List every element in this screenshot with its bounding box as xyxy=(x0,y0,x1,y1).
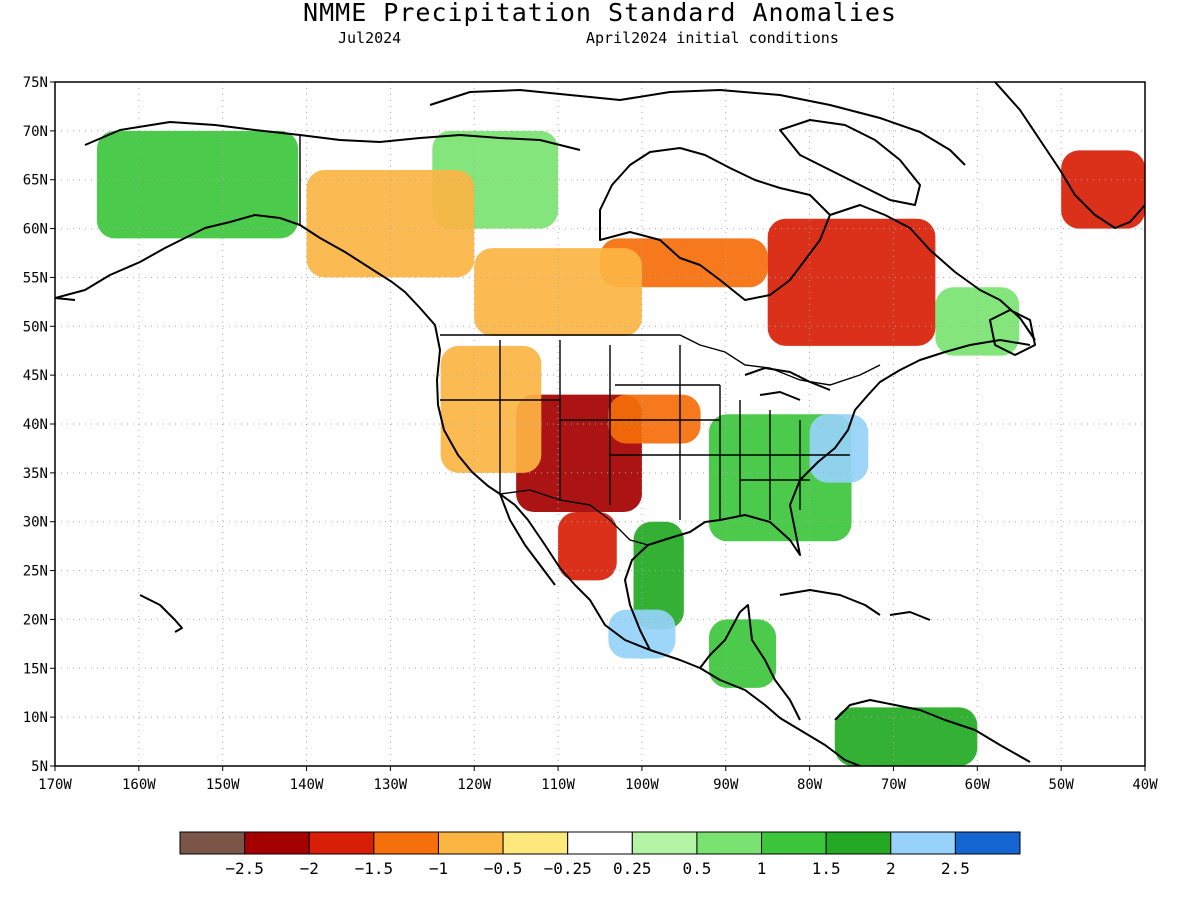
coastline-cuba xyxy=(779,589,881,616)
plot-area xyxy=(55,82,1145,766)
lon-tick-label: 80W xyxy=(797,777,823,793)
colorbar-label: −2 xyxy=(300,859,319,878)
lon-tick-label: 70W xyxy=(881,777,907,793)
colorbar-swatch xyxy=(567,831,633,855)
lat-tick-label: 55N xyxy=(23,270,48,286)
coastline-south-america xyxy=(834,699,1031,763)
anomaly-region-5 xyxy=(767,218,936,346)
colorbar-label: −1 xyxy=(429,859,448,878)
colorbar-label: −2.5 xyxy=(225,859,264,878)
colorbar-label: 0.5 xyxy=(682,859,711,878)
colorbar-swatch xyxy=(890,831,956,855)
colorbar-labels: −2.5 −2 −1.5 −1 −0.5 −0.25 0.25 0.5 1 1.5 2 2.5 xyxy=(225,859,969,878)
lon-tick-label: 100W xyxy=(625,777,659,793)
lat-tick-label: 5N xyxy=(31,759,48,775)
coastline-greenland xyxy=(994,82,1145,229)
lon-tick-label: 110W xyxy=(541,777,575,793)
anomaly-region-2 xyxy=(440,345,542,473)
lon-tick-label: 120W xyxy=(457,777,491,793)
lat-tick-label: 35N xyxy=(23,466,48,482)
target-month-label: Jul2024 xyxy=(338,29,402,47)
anomaly-region-1 xyxy=(608,394,701,444)
colorbar-label: 2 xyxy=(886,859,896,878)
colorbar-swatch xyxy=(244,831,310,855)
lat-tick-label: 10N xyxy=(23,710,48,726)
colorbar-swatch xyxy=(179,831,246,855)
colorbar-swatch xyxy=(308,831,375,855)
coastline-central-america xyxy=(699,604,801,721)
colorbar-label: −0.5 xyxy=(484,859,523,878)
coastline-baja xyxy=(499,493,556,586)
anomaly-region-13 xyxy=(96,130,299,239)
colorbar-label: 2.5 xyxy=(941,859,970,878)
coastline-arctic-1 xyxy=(84,121,581,151)
colorbar-swatch xyxy=(761,831,827,855)
anomaly-region-17 xyxy=(935,287,1020,356)
us-canada-border xyxy=(440,334,881,386)
coastline-layer xyxy=(55,82,1145,766)
us-mexico-border xyxy=(499,489,649,546)
anomaly-region-12 xyxy=(834,707,978,766)
political-border-layer xyxy=(299,135,881,546)
coastline-great-lakes xyxy=(744,367,831,401)
axis-tick-layer xyxy=(50,81,1146,771)
coastline-baffin xyxy=(779,119,921,206)
lat-tick-label: 65N xyxy=(23,173,48,189)
colorbar-label: 0.25 xyxy=(613,859,652,878)
us-state-lines xyxy=(440,340,850,520)
colorbar-label: −0.25 xyxy=(544,859,592,878)
lon-tick-label: 150W xyxy=(206,777,240,793)
lon-tick-label: 40W xyxy=(1132,777,1158,793)
anomaly-region-9 xyxy=(633,521,684,630)
lon-tick-label: 60W xyxy=(965,777,991,793)
coastline-arctic-islands xyxy=(429,89,966,166)
map-title: NMME Precipitation Standard Anomalies xyxy=(303,0,897,27)
lon-tick-label: 170W xyxy=(38,777,72,793)
lat-tick-label: 30N xyxy=(23,515,48,531)
lon-tick-label: 160W xyxy=(122,777,156,793)
anomaly-region-3 xyxy=(558,511,617,581)
initial-conditions-label: April2024 initial conditions xyxy=(586,29,839,47)
colorbar-label: 1.5 xyxy=(812,859,841,878)
anomaly-region-11 xyxy=(709,619,777,688)
lon-tick-label: 50W xyxy=(1049,777,1075,793)
lat-tick-label: 25N xyxy=(23,564,48,580)
colorbar-swatch xyxy=(696,831,763,855)
colorbar-label: 1 xyxy=(757,859,767,878)
lat-tick-label: 75N xyxy=(23,75,48,91)
anomaly-region-8 xyxy=(809,414,869,483)
colorbar-swatch xyxy=(631,831,698,855)
coastline-gulf-east xyxy=(624,339,1031,651)
colorbar-swatch xyxy=(954,831,1021,855)
coastline-aleutians xyxy=(55,297,183,633)
colorbar-label: −1.5 xyxy=(355,859,394,878)
colorbar-swatch xyxy=(502,831,569,855)
lat-tick-label: 15N xyxy=(23,661,48,677)
anomaly-region-6 xyxy=(1061,150,1145,229)
latitude-labels: 75N 70N 65N 60N 55N 50N 45N 40N 35N 30N 25N 20N 15N 1… xyxy=(23,75,48,775)
colorbar xyxy=(179,831,1021,855)
coastline-north-america xyxy=(55,214,861,766)
colorbar-swatch xyxy=(437,831,504,855)
lon-tick-label: 90W xyxy=(713,777,739,793)
lat-tick-label: 20N xyxy=(23,612,48,628)
lat-tick-label: 40N xyxy=(23,417,48,433)
colorbar-swatch xyxy=(825,831,892,855)
coastline-newfoundland xyxy=(989,309,1036,356)
lat-tick-label: 45N xyxy=(23,368,48,384)
lat-tick-label: 50N xyxy=(23,319,48,335)
anomaly-region-15 xyxy=(306,169,475,278)
longitude-labels: 170W 160W 150W 140W 130W 120W 110W 100W 90W 80W 70… xyxy=(38,777,1158,793)
colorbar-swatch xyxy=(373,831,439,855)
lat-tick-label: 70N xyxy=(23,124,48,140)
lat-tick-label: 60N xyxy=(23,222,48,238)
coastline-hispaniola xyxy=(889,611,931,621)
lon-tick-label: 130W xyxy=(374,777,408,793)
lon-tick-label: 140W xyxy=(290,777,324,793)
